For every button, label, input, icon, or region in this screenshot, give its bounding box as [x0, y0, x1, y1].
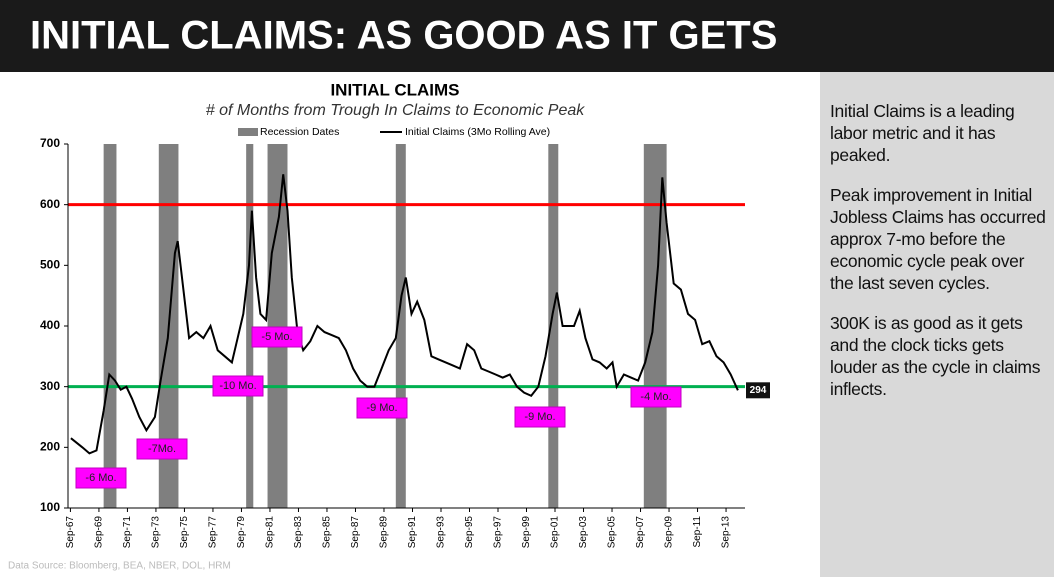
x-tick-label: Sep-69 — [94, 516, 105, 549]
value-label-box — [746, 382, 770, 399]
annotation: -9 Mo. — [366, 402, 397, 414]
recession-bar — [643, 144, 667, 508]
x-tick-label: Sep-99 — [521, 516, 532, 549]
x-tick-label: Sep-87 — [350, 516, 361, 549]
x-tick-label: Sep-11 — [692, 516, 703, 548]
value-label: 294 — [750, 385, 767, 396]
recession-bar — [267, 144, 288, 508]
series-line — [70, 174, 739, 455]
x-tick-label: Sep-71 — [122, 516, 133, 549]
annotation-box — [251, 326, 303, 348]
x-tick-label: Sep-73 — [151, 516, 162, 549]
annotation: -4 Mo. — [640, 391, 671, 403]
annotation-box — [136, 438, 188, 460]
legend-label: Initial Claims (3Mo Rolling Ave) — [405, 126, 550, 138]
recession-bar — [395, 144, 406, 508]
x-tick-label: Sep-83 — [293, 516, 304, 549]
recession-bar — [548, 144, 559, 508]
x-tick-label: Sep-93 — [436, 516, 447, 549]
x-tick-label: Sep-67 — [65, 516, 76, 549]
x-tick-label: Sep-95 — [464, 516, 475, 549]
annotation: -5 Mo. — [261, 331, 292, 343]
annotation-box — [514, 406, 566, 428]
y-tick-label: 600 — [40, 197, 60, 211]
sidebar-paragraph: Peak improvement in Initial Jobless Clai… — [830, 185, 1046, 293]
recession-bar — [246, 144, 254, 508]
x-tick-label: Sep-01 — [550, 516, 561, 549]
chart-subtitle: # of Months from Trough In Claims to Eco… — [206, 102, 586, 119]
sidebar-paragraph: 300K is as good as it gets and the clock… — [830, 313, 1041, 399]
x-tick-label: Sep-89 — [379, 516, 390, 549]
sidebar: Initial Claims is a leading labor metric… — [820, 72, 1054, 577]
x-tick-label: Sep-03 — [578, 516, 589, 549]
x-tick-label: Sep-07 — [635, 516, 646, 549]
x-tick-label: Sep-75 — [179, 516, 190, 549]
chart-title: INITIAL CLAIMS — [330, 80, 459, 99]
header-bar — [0, 0, 1054, 72]
annotation: -7Mo. — [148, 443, 176, 455]
y-tick-label: 700 — [40, 136, 60, 150]
x-tick-label: Sep-05 — [607, 516, 618, 549]
annotation-box — [212, 375, 264, 397]
sidebar-paragraph: Initial Claims is a leading labor metric… — [830, 101, 1015, 165]
annotation-box — [630, 386, 682, 408]
y-tick-label: 400 — [40, 318, 60, 332]
header-title: INITIAL CLAIMS: AS GOOD AS IT GETS — [30, 14, 777, 58]
annotation: -9 Mo. — [524, 411, 555, 423]
recession-bar — [103, 144, 117, 508]
x-tick-label: Sep-97 — [493, 516, 504, 549]
y-tick-label: 100 — [40, 500, 60, 514]
x-tick-label: Sep-79 — [236, 516, 247, 549]
y-tick-label: 200 — [40, 440, 60, 454]
x-tick-label: Sep-91 — [407, 516, 418, 549]
legend-label: Recession Dates — [260, 126, 339, 138]
x-tick-label: Sep-85 — [322, 516, 333, 549]
x-tick-label: Sep-13 — [721, 516, 732, 549]
annotation: -10 Mo. — [219, 380, 256, 392]
annotation-box — [356, 397, 408, 419]
x-tick-label: Sep-81 — [265, 516, 276, 549]
legend-swatch — [238, 128, 258, 136]
annotation-box — [75, 467, 127, 489]
annotation: -6 Mo. — [85, 472, 116, 484]
x-tick-label: Sep-77 — [208, 516, 219, 549]
y-tick-label: 500 — [40, 258, 60, 272]
source: Data Source: Bloomberg, BEA, NBER, DOL, … — [8, 561, 231, 572]
x-tick-label: Sep-09 — [664, 516, 675, 549]
y-tick-label: 300 — [40, 379, 60, 393]
